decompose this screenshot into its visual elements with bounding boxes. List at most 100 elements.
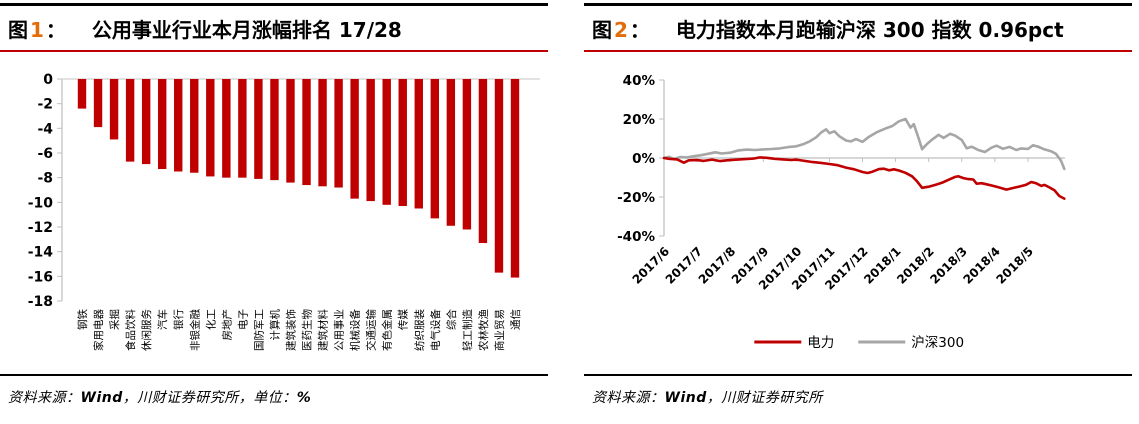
line-chart-x-axis: 2017/62017/72017/82017/92017/102017/1120… <box>630 157 1065 293</box>
figure-2-top-rule <box>584 3 1132 6</box>
svg-text:交通运输: 交通运输 <box>365 309 378 351</box>
figure-1-title-text: 公用事业行业本月涨幅排名 17/28 <box>91 18 402 42</box>
svg-text:通信: 通信 <box>510 309 522 330</box>
svg-text:家用电器: 家用电器 <box>92 309 105 351</box>
svg-text:房地产: 房地产 <box>220 309 233 341</box>
svg-text:食品饮料: 食品饮料 <box>124 309 137 351</box>
svg-text:40%: 40% <box>623 73 656 89</box>
figure-2-panel: 图 2： 电力指数本月跑输沪深 300 指数 0.96pct 40% 20% 0% -2… <box>584 0 1132 407</box>
bar-chart-y-axis: 0 -2 -4 -6 -8 -10 -12 -14 -16 -18 <box>28 72 63 310</box>
bar-有色金属 <box>382 79 391 205</box>
bar-电子 <box>238 79 247 178</box>
svg-text:0: 0 <box>43 72 53 88</box>
bar-计算机 <box>270 79 279 181</box>
figure-1-top-rule <box>0 3 548 6</box>
bar-非银金融 <box>190 79 199 173</box>
line-chart-y-axis: 40% 20% 0% -20% -40% <box>617 73 665 245</box>
svg-text:汽车: 汽车 <box>156 309 169 330</box>
figure-1-bottom-rule <box>0 374 548 376</box>
svg-text:传媒: 传媒 <box>397 309 410 330</box>
figure-2-source-label: 资料来源： <box>592 390 665 406</box>
svg-text:0%: 0% <box>632 151 655 167</box>
svg-text:-2: -2 <box>37 97 53 113</box>
svg-text:2018/5: 2018/5 <box>994 244 1037 287</box>
bar-农林牧渔 <box>478 79 488 244</box>
bar-电气设备 <box>430 79 440 219</box>
bar-纺织服装 <box>414 79 423 209</box>
svg-text:20%: 20% <box>623 112 656 128</box>
bar-采掘 <box>109 79 119 140</box>
bar-交通运输 <box>366 79 375 202</box>
figure-1-source-unit: % <box>296 390 312 406</box>
svg-text:医药生物: 医药生物 <box>301 309 314 351</box>
svg-text:非银金融: 非银金融 <box>188 309 201 351</box>
bars-group <box>77 79 520 278</box>
figure-2-number: 2 <box>614 18 628 42</box>
bar-汽车 <box>157 79 167 170</box>
power-index-vs-csi300-line-chart: 40% 20% 0% -20% -40%2017/62017/72017/82017/9… <box>617 73 1066 351</box>
figure-1-number: 1 <box>30 18 44 42</box>
bar-商业贸易 <box>494 79 504 273</box>
svg-text:-14: -14 <box>28 245 54 261</box>
svg-text:轻工制造: 轻工制造 <box>461 309 474 351</box>
svg-text:纺织服装: 纺织服装 <box>413 309 426 351</box>
bar-银行 <box>174 79 183 172</box>
bar-公用事业 <box>334 79 343 188</box>
svg-text:国防军工: 国防军工 <box>252 309 265 351</box>
bar-国防军工 <box>254 79 263 179</box>
svg-text:建筑装饰: 建筑装饰 <box>284 309 297 351</box>
svg-text:化工: 化工 <box>204 309 217 330</box>
svg-text:钢铁: 钢铁 <box>76 309 89 330</box>
figure-2-colon: ： <box>629 18 650 42</box>
bar-房地产 <box>222 79 231 178</box>
figure-1-source-label: 资料来源： <box>8 390 81 406</box>
figure-2-bottom-rule <box>584 374 1132 376</box>
svg-text:-40%: -40% <box>617 229 655 245</box>
svg-text:计算机: 计算机 <box>268 309 281 341</box>
svg-text:-12: -12 <box>28 220 53 236</box>
svg-text:电子: 电子 <box>236 309 249 330</box>
bar-休闲服务 <box>141 79 151 165</box>
figure-1-heading: 图 1： 公用事业行业本月涨幅排名 17/28 <box>0 6 548 48</box>
svg-text:农林牧渔: 农林牧渔 <box>477 309 490 351</box>
svg-text:-4: -4 <box>37 121 53 137</box>
bar-通信 <box>510 79 520 278</box>
figure-1-source: 资料来源：Wind，川财证券研究所，单位：% <box>0 376 548 407</box>
svg-text:商业贸易: 商业贸易 <box>493 309 506 351</box>
figure-2-source-rest: ，川财证券研究所 <box>706 390 823 406</box>
figure-1-label: 图 <box>8 18 28 42</box>
bar-建筑材料 <box>318 79 327 187</box>
svg-text:建筑材料: 建筑材料 <box>317 309 330 351</box>
svg-text:银行: 银行 <box>172 309 185 330</box>
svg-text:-6: -6 <box>37 146 53 162</box>
figure-2-heading: 图 2： 电力指数本月跑输沪深 300 指数 0.96pct <box>584 6 1132 48</box>
series-电力 <box>662 156 1066 200</box>
svg-text:电气设备: 电气设备 <box>429 309 442 351</box>
bar-食品饮料 <box>125 79 135 162</box>
figure-2-title-underline <box>584 50 1132 52</box>
svg-text:-8: -8 <box>37 171 53 187</box>
bar-轻工制造 <box>462 79 472 230</box>
bar-医药生物 <box>302 79 311 186</box>
figure-2-label: 图 <box>592 18 612 42</box>
bar-钢铁 <box>77 79 87 109</box>
figure-1-panel: 图 1： 公用事业行业本月涨幅排名 17/28 0 -2 -4 -6 -8 -10 -12 -1… <box>0 0 548 407</box>
line-chart-legend: 电力 沪深300 <box>754 335 964 351</box>
svg-text:采掘: 采掘 <box>108 309 121 330</box>
svg-text:沪深300: 沪深300 <box>911 335 964 351</box>
svg-text:综合: 综合 <box>445 309 458 330</box>
bar-家用电器 <box>93 79 103 128</box>
figure-2-title-text: 电力指数本月跑输沪深 300 指数 0.96pct <box>675 18 1064 42</box>
bar-机械设备 <box>350 79 359 199</box>
svg-text:-20%: -20% <box>617 190 655 206</box>
figure-1-source-wind: Wind <box>80 390 123 406</box>
svg-text:-16: -16 <box>28 269 53 285</box>
figure-1-source-rest: ，川财证券研究所，单位： <box>122 390 297 406</box>
series-沪深300 <box>662 117 1066 171</box>
figure-2-source-wind: Wind <box>664 390 707 406</box>
bar-综合 <box>446 79 456 226</box>
bar-chart-category-labels: 钢铁 家用电器 采掘 食品饮料 休闲服务 汽车 银行 非银金融 化工 房地产 电子 国防军工 计算机 建筑… <box>76 309 522 352</box>
svg-text:有色金属: 有色金属 <box>381 309 394 351</box>
figure-2-source: 资料来源：Wind，川财证券研究所 <box>584 376 1132 407</box>
